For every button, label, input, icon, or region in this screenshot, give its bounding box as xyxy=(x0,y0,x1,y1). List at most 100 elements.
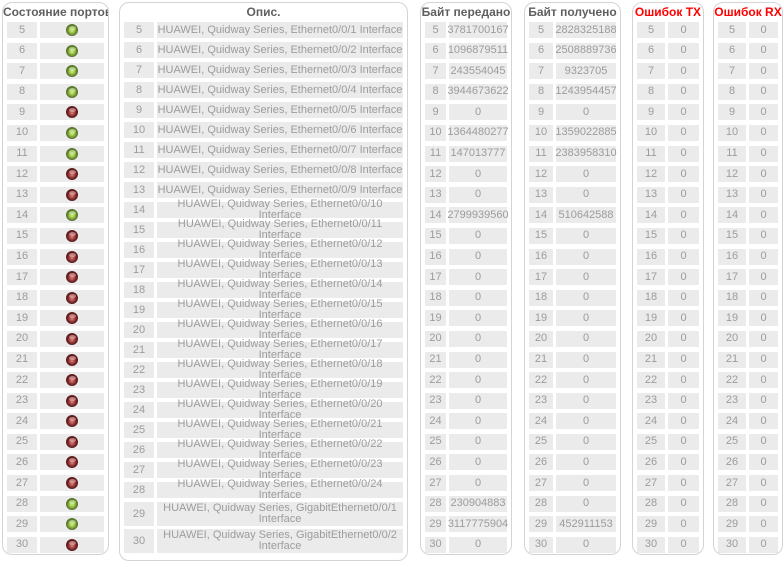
row-port-number: 8 xyxy=(529,83,553,100)
table-row: 22 0 xyxy=(425,372,507,389)
status-led-red-icon xyxy=(66,353,78,366)
row-port-number: 20 xyxy=(637,330,665,347)
row-value-cell: 9323705 xyxy=(556,63,616,80)
row-value-cell: 0 xyxy=(556,433,616,450)
tx-bytes-panel: Байт передано 5 3781700167 6 1096879511 7 243… xyxy=(420,2,512,555)
row-port-number: 6 xyxy=(529,42,553,59)
row-port-number: 17 xyxy=(425,269,446,286)
table-row: 8 HUAWEI, Quidway Series, Ethernet0/0/4 I… xyxy=(124,82,403,98)
row-value-cell: 0 xyxy=(556,372,616,389)
row-port-number: 17 xyxy=(529,269,553,286)
row-value-cell: 0 xyxy=(668,166,699,183)
table-row: 27 0 xyxy=(529,475,616,492)
table-row: 10 0 xyxy=(637,124,699,141)
row-value-cell: 0 xyxy=(749,536,778,553)
row-value-cell: 0 xyxy=(749,351,778,368)
row-port-number: 23 xyxy=(124,382,154,398)
row-port-number: 9 xyxy=(718,104,746,121)
row-port-number: 22 xyxy=(425,372,446,389)
table-row: 11 0 xyxy=(637,145,699,162)
row-value-cell: 0 xyxy=(556,166,616,183)
row-value-cell: 0 xyxy=(449,166,507,183)
table-row: 17 0 xyxy=(529,269,616,286)
row-port-number: 23 xyxy=(529,392,553,409)
row-port-number: 27 xyxy=(124,462,154,478)
row-port-number: 10 xyxy=(637,124,665,141)
table-row: 29 3117775904 xyxy=(425,516,508,533)
row-port-number: 5 xyxy=(718,22,746,38)
table-row: 14 2799939560 xyxy=(425,207,509,224)
row-value-cell: 0 xyxy=(556,186,616,203)
row-port-number: 29 xyxy=(425,516,446,533)
row-port-number: 14 xyxy=(124,202,154,218)
row-value-cell xyxy=(40,42,104,59)
row-value-cell: 0 xyxy=(749,104,778,121)
row-value-cell xyxy=(40,83,104,100)
row-port-number: 25 xyxy=(425,433,446,450)
table-row: 21 0 xyxy=(718,351,778,368)
table-row: 5 3781700167 xyxy=(425,22,509,38)
table-row: 21 HUAWEI, Quidway Series, Ethernet0/0/17… xyxy=(124,339,403,361)
row-port-number: 10 xyxy=(425,124,446,141)
row-value-cell: 0 xyxy=(749,207,778,224)
row-port-number: 15 xyxy=(529,227,553,244)
row-port-number: 6 xyxy=(637,42,665,59)
row-port-number: 23 xyxy=(7,392,37,409)
status-led-red-icon xyxy=(66,291,78,304)
row-value-cell: 0 xyxy=(668,42,699,59)
row-value-cell xyxy=(40,372,104,389)
row-value-cell: HUAWEI, Quidway Series, Ethernet0/0/11 I… xyxy=(157,219,403,241)
row-value-cell: HUAWEI, Quidway Series, Ethernet0/0/21 I… xyxy=(157,419,403,441)
row-port-number: 17 xyxy=(637,269,665,286)
row-port-number: 23 xyxy=(637,392,665,409)
table-row: 19 0 xyxy=(425,310,507,327)
row-port-number: 8 xyxy=(425,83,446,100)
row-port-number: 24 xyxy=(529,413,553,430)
row-port-number: 11 xyxy=(425,145,446,162)
row-value-cell: 0 xyxy=(556,475,616,492)
row-value-cell xyxy=(40,413,104,430)
row-value-cell: 0 xyxy=(668,63,699,80)
row-value-cell: HUAWEI, Quidway Series, Ethernet0/0/5 In… xyxy=(157,102,403,118)
row-port-number: 19 xyxy=(7,310,37,327)
row-port-number: 30 xyxy=(637,536,665,553)
table-row: 23 0 xyxy=(425,392,507,409)
row-port-number: 15 xyxy=(7,227,37,244)
table-row: 15 0 xyxy=(718,227,778,244)
table-row: 5 2828325188 xyxy=(529,22,617,38)
table-row: 10 0 xyxy=(718,124,778,141)
table-row: 18 HUAWEI, Quidway Series, Ethernet0/0/14… xyxy=(124,279,403,301)
row-value-cell xyxy=(40,227,104,244)
table-row: 23 0 xyxy=(529,392,616,409)
row-value-cell: HUAWEI, Quidway Series, Ethernet0/0/7 In… xyxy=(157,142,403,158)
row-value-cell: 2799939560 xyxy=(447,207,509,224)
tx-bytes-header: Байт передано xyxy=(421,5,511,19)
tx-errors-rows: 5 0 6 0 7 0 8 0 9 0 10 0 11 0 12 0 13 0 14 0 15 0 16 0 17 0 18 0 19 0… xyxy=(633,22,703,553)
row-value-cell: HUAWEI, Quidway Series, Ethernet0/0/1 In… xyxy=(157,22,403,38)
table-row: 12 0 xyxy=(637,166,699,183)
table-row: 10 HUAWEI, Quidway Series, Ethernet0/0/6 … xyxy=(124,122,403,138)
row-value-cell xyxy=(40,207,104,224)
description-panel: Опис. 5 HUAWEI, Quidway Series, Ethernet0… xyxy=(119,2,408,561)
row-value-cell: 2828325188 xyxy=(555,22,617,38)
row-value-cell: 0 xyxy=(668,372,699,389)
row-port-number: 7 xyxy=(637,63,665,80)
row-port-number: 8 xyxy=(124,82,154,98)
row-port-number: 12 xyxy=(7,166,37,183)
row-value-cell: 0 xyxy=(556,495,616,512)
row-port-number: 22 xyxy=(529,372,553,389)
table-row: 12 HUAWEI, Quidway Series, Ethernet0/0/8 … xyxy=(124,162,403,178)
row-port-number: 22 xyxy=(124,362,154,378)
table-row: 14 xyxy=(7,207,104,224)
table-row: 21 xyxy=(7,351,104,368)
table-row: 12 0 xyxy=(718,166,778,183)
table-row: 24 0 xyxy=(529,413,616,430)
status-led-green-icon xyxy=(66,497,78,510)
table-row: 23 0 xyxy=(637,392,699,409)
row-value-cell: 0 xyxy=(449,227,507,244)
row-port-number: 5 xyxy=(124,22,154,38)
